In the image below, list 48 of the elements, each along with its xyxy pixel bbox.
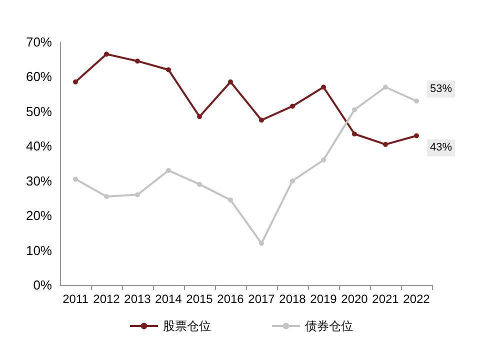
point xyxy=(383,142,388,147)
point xyxy=(321,158,326,163)
legend-label: 股票仓位 xyxy=(163,319,211,333)
y-tick-label: 10% xyxy=(26,242,52,258)
x-tick-label: 2011 xyxy=(62,292,89,306)
point xyxy=(259,240,264,246)
y-tick-label: 60% xyxy=(26,69,52,84)
y-tick-label: 30% xyxy=(26,173,52,188)
point xyxy=(166,67,171,72)
y-tick-label: 0% xyxy=(33,278,52,292)
point xyxy=(104,194,109,199)
point xyxy=(414,98,419,104)
point xyxy=(228,79,233,84)
point xyxy=(104,52,109,57)
data-label: 43% xyxy=(430,142,452,154)
x-tick-label: 2018 xyxy=(279,292,306,306)
y-tick-label: 20% xyxy=(26,208,52,224)
x-tick-label: 2020 xyxy=(341,292,368,306)
point xyxy=(259,118,264,123)
x-tick-label: 2014 xyxy=(155,292,182,306)
point xyxy=(414,133,419,138)
point xyxy=(73,176,78,182)
point xyxy=(352,107,357,112)
legend-label: 债券仓位 xyxy=(305,319,353,333)
point xyxy=(290,178,295,184)
point xyxy=(197,182,202,187)
x-tick-label: 2012 xyxy=(93,292,120,306)
x-tick-label: 2021 xyxy=(372,292,400,306)
x-tick-label: 2013 xyxy=(124,292,152,306)
point xyxy=(135,192,140,198)
y-tick-label: 50% xyxy=(26,104,52,119)
point xyxy=(290,104,295,109)
x-tick-label: 2016 xyxy=(217,292,244,306)
y-tick-label: 70% xyxy=(26,34,52,50)
point xyxy=(383,84,388,90)
x-tick-label: 2022 xyxy=(403,292,430,306)
point xyxy=(352,131,357,136)
point xyxy=(228,197,233,202)
x-tick-label: 2019 xyxy=(310,292,338,306)
x-tick-label: 2017 xyxy=(248,292,276,306)
y-tick-label: 40% xyxy=(26,138,52,154)
point xyxy=(197,114,202,120)
x-tick-label: 2015 xyxy=(186,292,214,306)
point xyxy=(135,58,140,64)
point xyxy=(73,79,78,84)
point xyxy=(321,84,326,90)
data-label: 53% xyxy=(430,83,452,96)
point xyxy=(166,168,171,173)
